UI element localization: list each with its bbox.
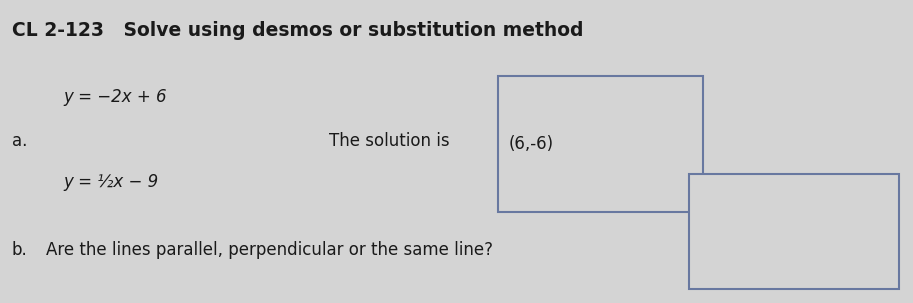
Text: y = ½x − 9: y = ½x − 9	[64, 173, 159, 191]
Text: CL 2-123   Solve using desmos or substitution method: CL 2-123 Solve using desmos or substitut…	[12, 21, 583, 40]
Text: (6,-6): (6,-6)	[509, 135, 553, 153]
Text: b.: b.	[12, 241, 27, 259]
FancyBboxPatch shape	[498, 76, 703, 212]
FancyBboxPatch shape	[689, 174, 899, 289]
Text: Are the lines parallel, perpendicular or the same line?: Are the lines parallel, perpendicular or…	[46, 241, 493, 259]
Text: a.: a.	[12, 132, 27, 150]
Text: The solution is: The solution is	[329, 132, 449, 150]
Text: y = −2x + 6: y = −2x + 6	[64, 88, 167, 106]
